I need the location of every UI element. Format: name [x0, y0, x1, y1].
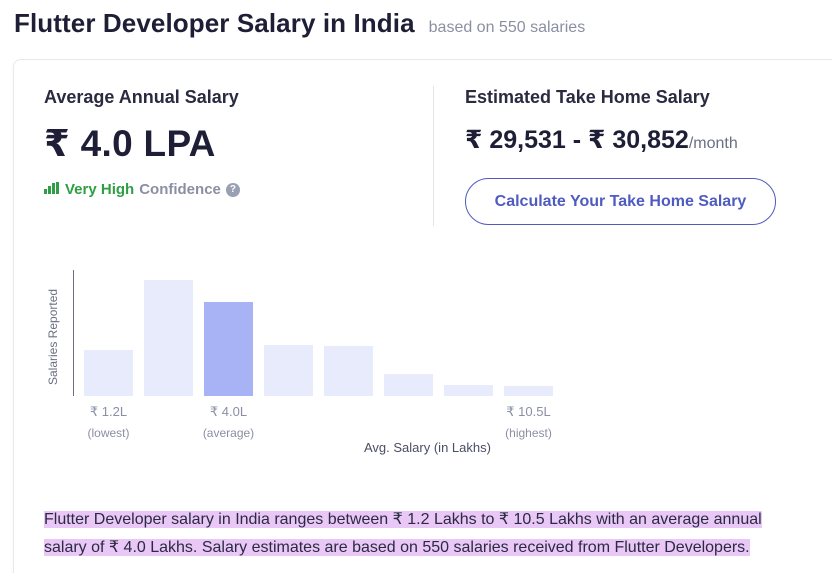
x-tick-sublabel: (average) [202, 426, 255, 440]
take-home-unit: /month [688, 135, 738, 152]
page-title: Flutter Developer Salary in India [14, 8, 415, 38]
signal-bars-icon [44, 181, 59, 198]
take-home-block: Estimated Take Home Salary ₹ 29,531 - ₹ … [465, 87, 738, 155]
x-tick-label: ₹ 4.0L [209, 404, 248, 419]
x-tick-label: ₹ 1.2L [89, 404, 128, 419]
y-axis-title: Salaries Reported [46, 288, 60, 385]
histogram-bar-1 [84, 350, 133, 396]
histogram-bar-2 [144, 280, 193, 396]
confidence-indicator: Very High Confidence ? [44, 181, 240, 198]
page-subtitle: based on 550 salaries [428, 19, 586, 36]
histogram-bar-8 [504, 386, 553, 396]
histogram-bar-3 [204, 302, 253, 396]
confidence-label: Confidence [139, 181, 221, 198]
summary-line-2: salary of ₹ 4.0 Lakhs. Salary estimates … [44, 539, 750, 556]
salary-summary: Flutter Developer salary in India ranges… [44, 506, 814, 562]
summary-line-1: Flutter Developer salary in India ranges… [44, 511, 762, 528]
page-header: Flutter Developer Salary in India based … [14, 8, 585, 39]
histogram-bar-6 [384, 374, 433, 396]
histogram-bar-4 [264, 345, 313, 396]
average-salary-label: Average Annual Salary [44, 87, 239, 107]
calculate-take-home-button[interactable]: Calculate Your Take Home Salary [465, 178, 776, 225]
x-tick-sublabel: (highest) [505, 426, 552, 440]
x-tick-label: ₹ 10.5L [506, 404, 551, 419]
histogram-bar-5 [324, 346, 373, 396]
take-home-value-row: ₹ 29,531 - ₹ 30,852/month [465, 125, 738, 155]
take-home-value: ₹ 29,531 - ₹ 30,852 [465, 126, 689, 154]
histogram-bar-7 [444, 385, 493, 396]
x-tick-sublabel: (lowest) [87, 426, 130, 440]
average-salary-value: ₹ 4.0 LPA [44, 123, 216, 164]
average-salary-block: Average Annual Salary ₹ 4.0 LPA Very Hig… [44, 87, 240, 198]
confidence-level: Very High [65, 181, 135, 198]
help-icon[interactable]: ? [225, 182, 240, 197]
x-axis-title: Avg. Salary (in Lakhs) [364, 440, 491, 455]
take-home-label: Estimated Take Home Salary [465, 87, 710, 107]
section-divider [433, 86, 434, 226]
y-axis-line [73, 270, 74, 396]
